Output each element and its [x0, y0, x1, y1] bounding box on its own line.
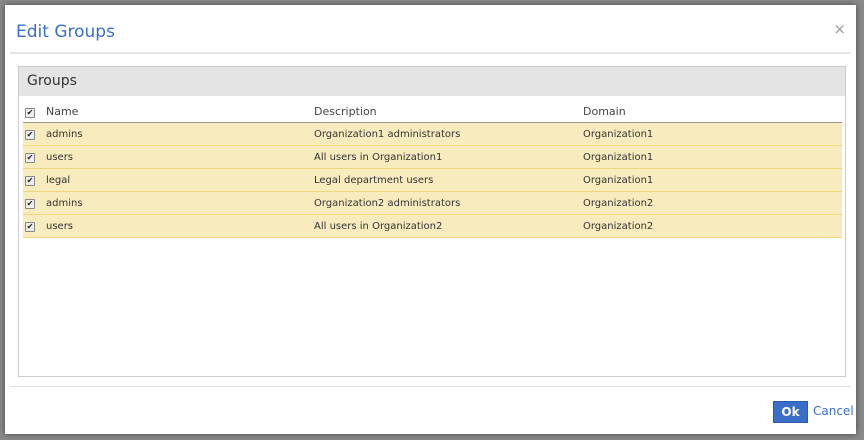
group-description: Organization1 administrators: [313, 122, 582, 146]
close-icon[interactable]: ×: [833, 20, 846, 38]
row-checkbox[interactable]: ✔: [25, 152, 35, 163]
group-domain: Organization2: [582, 191, 842, 215]
cancel-button[interactable]: Cancel: [813, 404, 854, 418]
group-name: users: [45, 145, 313, 169]
groups-panel: Groups ✔ Name Description Domain ✔ admin…: [18, 66, 846, 377]
table-row[interactable]: ✔ legal Legal department users Organizat…: [23, 168, 842, 192]
row-checkbox[interactable]: ✔: [25, 198, 35, 209]
group-domain: Organization1: [582, 122, 842, 146]
table-row[interactable]: ✔ admins Organization2 administrators Or…: [23, 191, 842, 215]
group-name: users: [45, 214, 313, 238]
column-header-name[interactable]: Name: [45, 101, 313, 123]
group-description: Organization2 administrators: [313, 191, 582, 215]
dialog-title: Edit Groups: [16, 22, 115, 42]
ok-button[interactable]: Ok: [773, 401, 808, 423]
select-all-checkbox[interactable]: ✔: [25, 108, 35, 118]
group-description: All users in Organization2: [313, 214, 582, 238]
column-header-domain[interactable]: Domain: [582, 101, 842, 123]
divider: [10, 52, 851, 54]
table-row[interactable]: ✔ users All users in Organization1 Organ…: [23, 145, 842, 169]
group-description: All users in Organization1: [313, 145, 582, 169]
panel-title: Groups: [19, 67, 845, 96]
groups-table: ✔ Name Description Domain ✔ admins Organ…: [23, 101, 842, 238]
group-name: admins: [45, 122, 313, 146]
group-name: legal: [45, 168, 313, 192]
table-row[interactable]: ✔ admins Organization1 administrators Or…: [23, 122, 842, 146]
row-checkbox[interactable]: ✔: [25, 221, 35, 232]
group-description: Legal department users: [313, 168, 582, 192]
table-row[interactable]: ✔ users All users in Organization2 Organ…: [23, 214, 842, 238]
divider: [10, 386, 851, 387]
group-name: admins: [45, 191, 313, 215]
group-domain: Organization1: [582, 168, 842, 192]
row-checkbox[interactable]: ✔: [25, 129, 35, 140]
edit-groups-dialog: Edit Groups × Groups ✔ Name Description …: [5, 5, 856, 434]
group-domain: Organization1: [582, 145, 842, 169]
column-header-description[interactable]: Description: [313, 101, 582, 123]
row-checkbox[interactable]: ✔: [25, 175, 35, 186]
group-domain: Organization2: [582, 214, 842, 238]
